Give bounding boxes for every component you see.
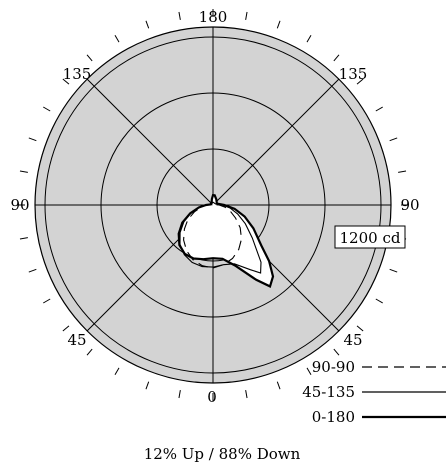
tick-340 — [145, 381, 150, 390]
legend-label-90-90: 90-90 — [312, 358, 355, 376]
tick-10 — [245, 390, 248, 399]
curve-fill-0-180 — [178, 195, 273, 287]
tick-30 — [306, 367, 312, 375]
angle-label-lower-left: 45 — [67, 331, 86, 349]
tick-20 — [276, 381, 281, 390]
tick-260 — [19, 170, 28, 173]
legend-label-45-135: 45-135 — [302, 383, 355, 401]
tick-140 — [333, 54, 340, 62]
angle-label-upper-right: 135 — [339, 65, 368, 83]
tick-110 — [389, 137, 398, 142]
tick-330 — [114, 367, 120, 375]
tick-160 — [276, 20, 281, 29]
candela-curves — [177, 194, 275, 288]
footer-caption: 12% Up / 88% Down — [144, 445, 301, 463]
angle-label-right: 90 — [400, 196, 419, 214]
tick-250 — [28, 137, 37, 142]
tick-50 — [356, 325, 364, 332]
tick-210 — [114, 35, 120, 43]
tick-100 — [398, 170, 407, 173]
tick-300 — [43, 298, 51, 304]
curve-90-90 — [183, 201, 243, 269]
angle-label-left: 90 — [10, 196, 29, 214]
tick-130 — [356, 78, 364, 85]
angle-label-upper-left: 135 — [63, 65, 92, 83]
tick-60 — [375, 298, 383, 304]
curve-0-180 — [177, 194, 275, 288]
tick-170 — [245, 11, 248, 20]
tick-350 — [178, 390, 181, 399]
legend-label-0-180: 0-180 — [312, 408, 355, 426]
tick-280 — [19, 237, 28, 240]
tick-190 — [178, 11, 181, 20]
scale-label-box — [334, 225, 406, 249]
angle-label-bottom: 0 — [207, 388, 217, 406]
angle-label-lower-right: 45 — [343, 331, 362, 349]
radial-line-135 — [212, 78, 340, 206]
tick-200 — [145, 20, 150, 29]
angle-label-top: 180 — [199, 8, 228, 26]
tick-150 — [306, 35, 312, 43]
tick-40 — [333, 348, 340, 356]
legend: 90-90 45-135 0-180 — [302, 358, 446, 426]
tick-120 — [375, 106, 383, 112]
tick-70 — [389, 268, 398, 273]
scale-label: 1200 cd — [340, 229, 401, 247]
tick-230 — [62, 78, 70, 85]
tick-240 — [43, 106, 51, 112]
tick-220 — [86, 54, 93, 62]
curve-45-135 — [179, 201, 262, 274]
radial-line-225 — [86, 78, 214, 206]
tick-290 — [28, 268, 37, 273]
angle-ticks — [17, 9, 409, 401]
tick-310 — [62, 325, 70, 332]
tick-320 — [86, 348, 93, 356]
